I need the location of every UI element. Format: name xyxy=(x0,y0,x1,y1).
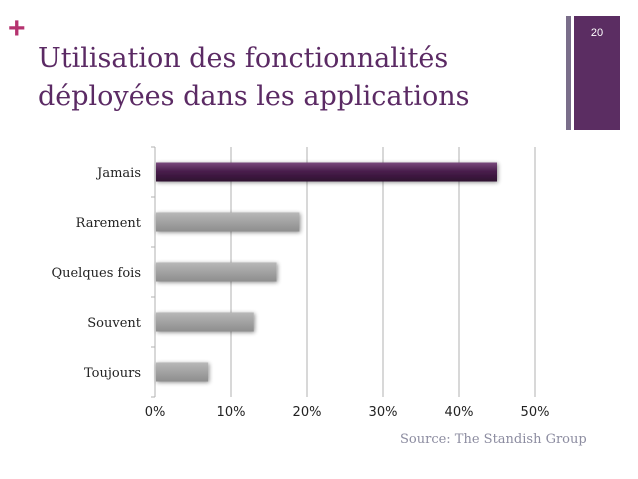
x-tick-label: 20% xyxy=(293,405,322,420)
plus-icon: + xyxy=(8,12,26,45)
bars xyxy=(156,162,497,382)
x-tick-label: 10% xyxy=(217,405,246,420)
x-tick-labels: 0% 10% 20% 30% 40% 50% xyxy=(145,405,550,420)
gridlines xyxy=(151,146,536,398)
category-label: Rarement xyxy=(76,216,142,231)
page-title: Utilisation des fonctionnalités déployée… xyxy=(38,40,558,116)
x-tick-label: 50% xyxy=(521,405,550,420)
decorative-stripe-thick xyxy=(574,16,620,130)
page-number: 20 xyxy=(590,27,604,39)
bar-toujours xyxy=(156,362,209,382)
decorative-stripe-thin xyxy=(566,16,571,130)
x-tick-label: 0% xyxy=(145,405,166,420)
category-labels: Jamais Rarement Quelques fois Souvent Toujou… xyxy=(51,166,141,381)
title-line-1: Utilisation des fonctionnalités xyxy=(38,43,449,74)
title-line-2: déployées dans les applications xyxy=(38,81,470,112)
category-label: Quelques fois xyxy=(51,266,141,281)
bar-quelques-fois xyxy=(156,262,277,282)
bar-souvent xyxy=(156,312,254,332)
category-label: Jamais xyxy=(95,166,141,181)
category-label: Toujours xyxy=(84,366,141,381)
bar-rarement xyxy=(156,212,300,232)
x-tick-label: 40% xyxy=(445,405,474,420)
category-label: Souvent xyxy=(87,316,142,331)
source-note: Source: The Standish Group xyxy=(400,432,587,447)
bar-jamais xyxy=(156,162,497,182)
x-tick-label: 30% xyxy=(369,405,398,420)
